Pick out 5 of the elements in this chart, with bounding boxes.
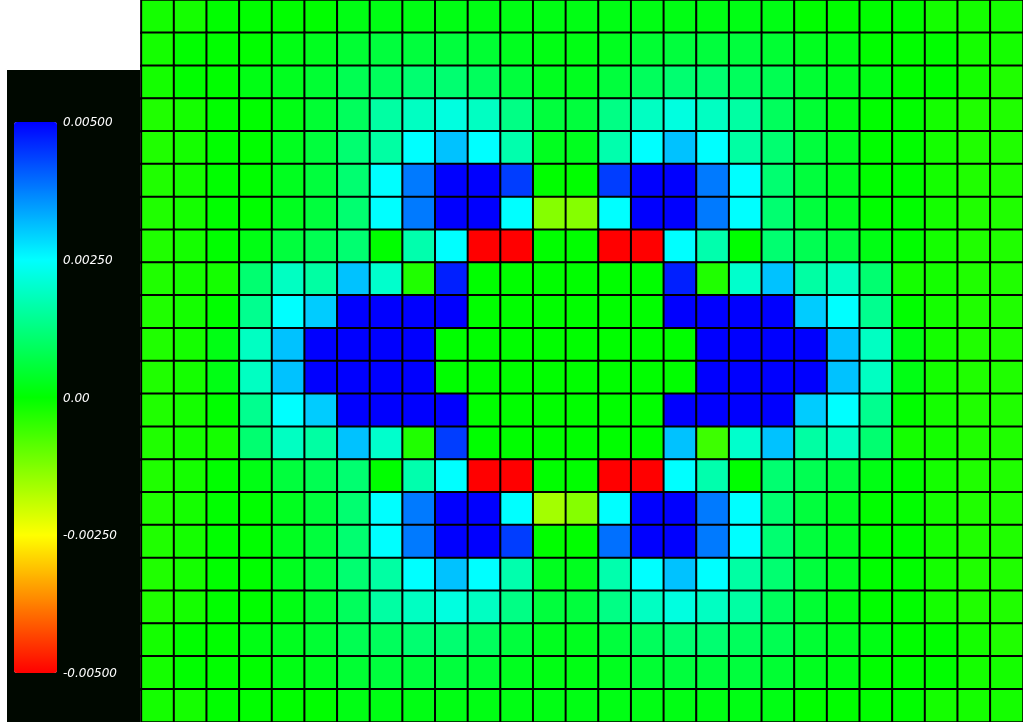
color-bar-label: -0.00500 (63, 666, 118, 680)
color-bar-label: -0.00250 (63, 528, 118, 543)
color-bar-label: 0.00500 (63, 115, 113, 129)
color-bar-label: 0.00250 (63, 252, 113, 267)
color-bar-label: 0.00 (63, 390, 91, 405)
